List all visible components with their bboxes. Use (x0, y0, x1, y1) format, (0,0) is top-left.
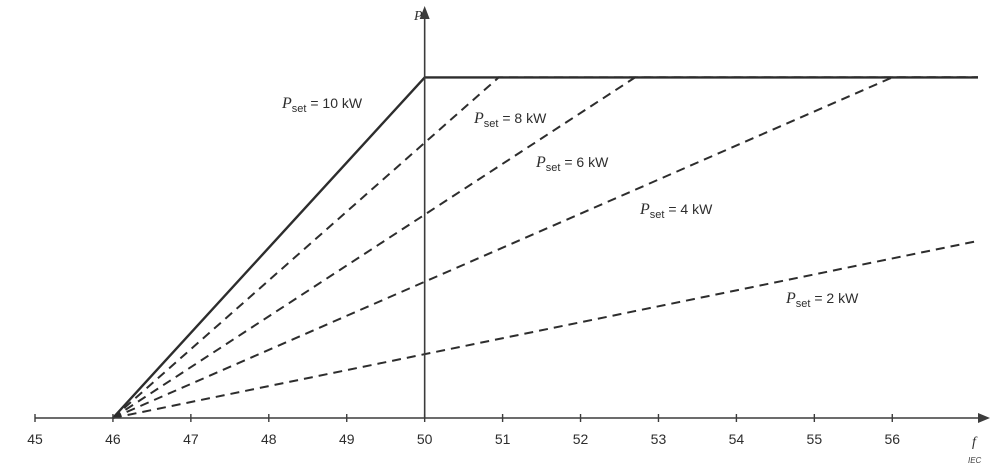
series-line-3 (112, 76, 978, 419)
series-line-2 (112, 76, 978, 419)
x-tick-label: 50 (417, 431, 433, 447)
x-tick-label: 47 (183, 431, 199, 447)
series-label-1: Pset = 10 kW (281, 95, 363, 115)
x-axis-label: f (972, 435, 978, 450)
y-axis-arrow (419, 6, 430, 19)
x-tick-label: 56 (884, 431, 900, 447)
series-layer (112, 76, 979, 419)
x-tick-label: 53 (651, 431, 667, 447)
series-line-1 (112, 76, 978, 419)
x-tick-label: 54 (729, 431, 745, 447)
x-tick-label: 48 (261, 431, 277, 447)
series-label-5: Pset = 2 kW (785, 290, 859, 310)
series-line-4 (112, 76, 978, 419)
x-tick-label: 51 (495, 431, 511, 447)
x-tick-label: 49 (339, 431, 355, 447)
series-label-2: Pset = 8 kW (473, 110, 547, 130)
series-line-5 (112, 239, 979, 419)
y-axis-label: P (413, 9, 423, 24)
x-tick-label: 52 (573, 431, 589, 447)
iec-watermark: IEC (968, 456, 982, 465)
x-axis-arrow (978, 413, 990, 423)
x-tick-label: 55 (807, 431, 823, 447)
x-tick-label: 45 (27, 431, 43, 447)
series-label-3: Pset = 6 kW (535, 154, 609, 174)
x-tick-label: 46 (105, 431, 121, 447)
series-labels: Pset = 10 kW Pset = 8 kW Pset = 6 kW Pset =… (281, 95, 859, 310)
series-label-4: Pset = 4 kW (639, 201, 713, 221)
axes-layer: 45 46 47 48 49 50 51 52 53 54 55 56 f P IEC (27, 6, 990, 465)
x-ticks: 45 46 47 48 49 50 51 52 53 54 55 56 (27, 414, 900, 447)
